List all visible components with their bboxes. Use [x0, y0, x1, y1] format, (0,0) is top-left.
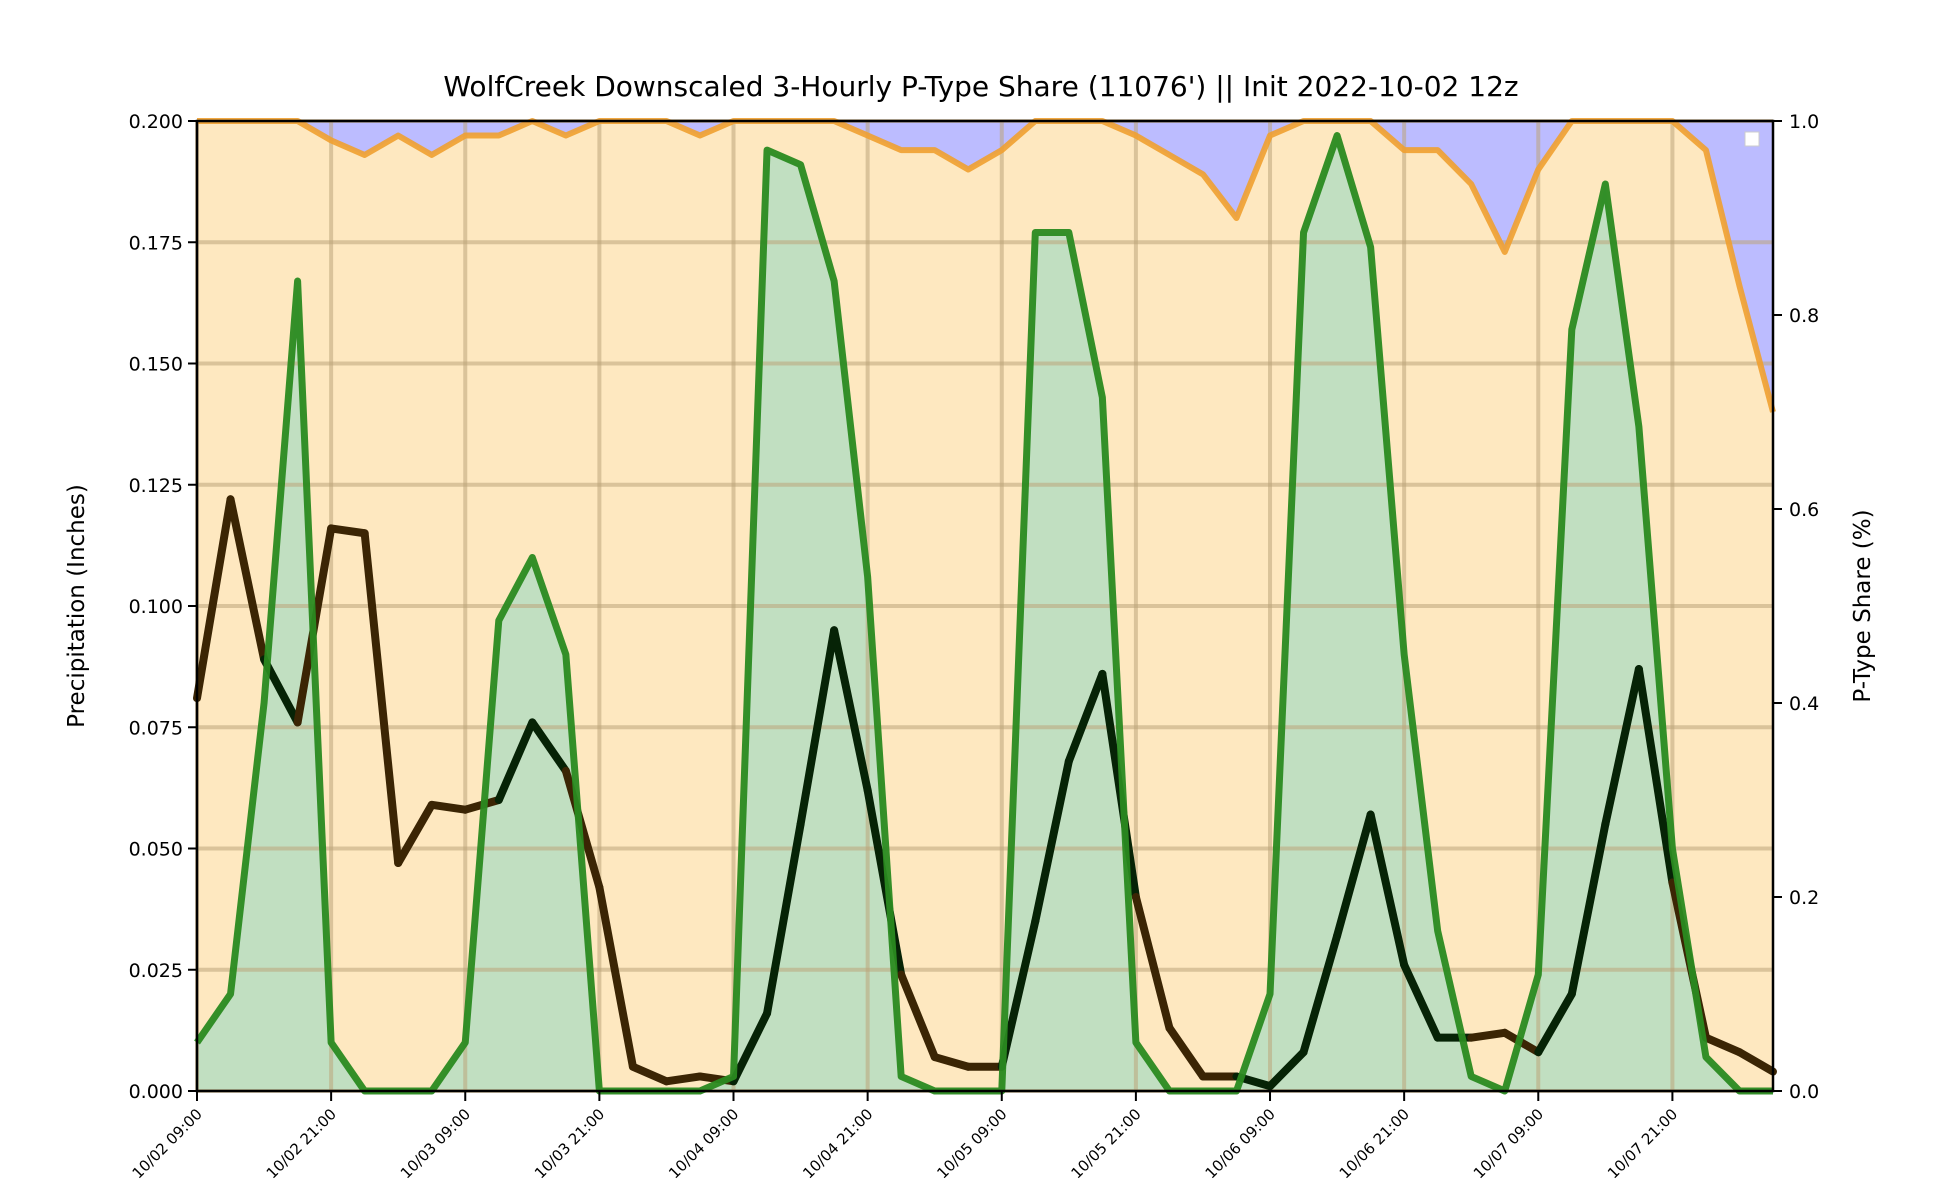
x-tick-label: 10/05 09:00: [933, 1105, 1010, 1182]
x-tick-label: 10/03 09:00: [397, 1105, 474, 1182]
precip-total-segment: [1366, 810, 1409, 969]
y-tick-label-right: 0.0: [1789, 1081, 1819, 1103]
x-tick-label: 10/06 21:00: [1336, 1105, 1413, 1182]
precip-total-segment: [1400, 960, 1442, 1042]
precip-total-segment: [427, 800, 470, 814]
chart-title: WolfCreek Downscaled 3-Hourly P-Type Sha…: [443, 70, 1518, 103]
y-tick-label-left: 0.050: [129, 839, 183, 861]
x-tick-label: 10/07 21:00: [1604, 1105, 1681, 1182]
precip-total-segment: [930, 1053, 973, 1071]
precip-total-segment: [1567, 820, 1610, 998]
y-tick-label-right: 0.8: [1789, 305, 1819, 327]
precip-total-segment: [528, 718, 570, 775]
precip-total-segment: [394, 800, 436, 868]
precip-total-segment: [662, 1072, 704, 1086]
y-tick-label-left: 0.000: [129, 1081, 183, 1103]
x-tick-label: 10/04 09:00: [665, 1105, 742, 1182]
y-tick-label-left: 0.125: [129, 475, 183, 497]
y-tick-label-left: 0.100: [129, 596, 183, 618]
y-tick-label-left: 0.025: [129, 960, 183, 982]
precip-total-segment: [1266, 1048, 1308, 1091]
x-tick-label: 10/05 21:00: [1067, 1105, 1144, 1182]
precip-total-segment: [1701, 1033, 1744, 1057]
series-lines: [193, 118, 1777, 1095]
x-tick-label: 10/07 09:00: [1470, 1105, 1547, 1182]
precip-total-segment: [1467, 1028, 1509, 1042]
precip-total-segment: [997, 917, 1040, 1071]
precip-total-segment: [628, 1062, 671, 1086]
precip-total-segment: [360, 529, 403, 868]
x-tick-label: 10/04 21:00: [799, 1105, 876, 1182]
precip-total-segment: [327, 524, 369, 538]
precip-total-segment: [494, 718, 537, 804]
precip-total-segment: [1031, 757, 1073, 926]
y-tick-label-right: 0.4: [1789, 693, 1819, 715]
precip-total-segment: [1534, 990, 1576, 1057]
x-tick-label: 10/06 09:00: [1202, 1105, 1279, 1182]
ptype-share-line: [197, 118, 1776, 413]
x-tick-label: 10/03 21:00: [531, 1105, 608, 1182]
precip-total-segment: [796, 626, 839, 829]
y-tick-label-right: 1.0: [1789, 111, 1819, 133]
precip-total-segment: [1333, 810, 1375, 940]
y-axis-label-left: Precipitation (Inches): [64, 484, 90, 728]
precip-total-segment: [1735, 1048, 1777, 1076]
precip-total-segment: [1601, 665, 1643, 829]
precip-total-segment: [1064, 669, 1107, 766]
precip-total-segment: [1634, 665, 1677, 887]
precip-total-segment: [193, 495, 235, 703]
legend-box: [1744, 131, 1760, 147]
precip-total-segment: [1299, 931, 1342, 1057]
x-tick-label: 10/02 21:00: [263, 1105, 340, 1182]
precip-total-segment: [1131, 893, 1174, 1032]
y-tick-label-left: 0.200: [129, 111, 183, 133]
precip-total-segment: [226, 495, 269, 664]
precip-total-segment: [897, 970, 939, 1062]
precip-total-segment: [729, 1009, 772, 1086]
y-tick-label-right: 0.2: [1789, 887, 1819, 909]
precip-total-segment: [763, 820, 805, 1018]
precip-total-segment: [595, 883, 637, 1071]
precip-total-segment: [1165, 1023, 1207, 1081]
y-axis-label-right: P-Type Share (%): [1850, 509, 1876, 702]
y-tick-label-right: 0.6: [1789, 499, 1819, 521]
x-tick-label: 10/02 09:00: [129, 1105, 206, 1182]
y-tick-label-left: 0.150: [129, 354, 183, 376]
y-tick-label-left: 0.175: [129, 232, 183, 254]
y-tick-label-left: 0.075: [129, 717, 183, 739]
precip-total-segment: [830, 626, 872, 795]
